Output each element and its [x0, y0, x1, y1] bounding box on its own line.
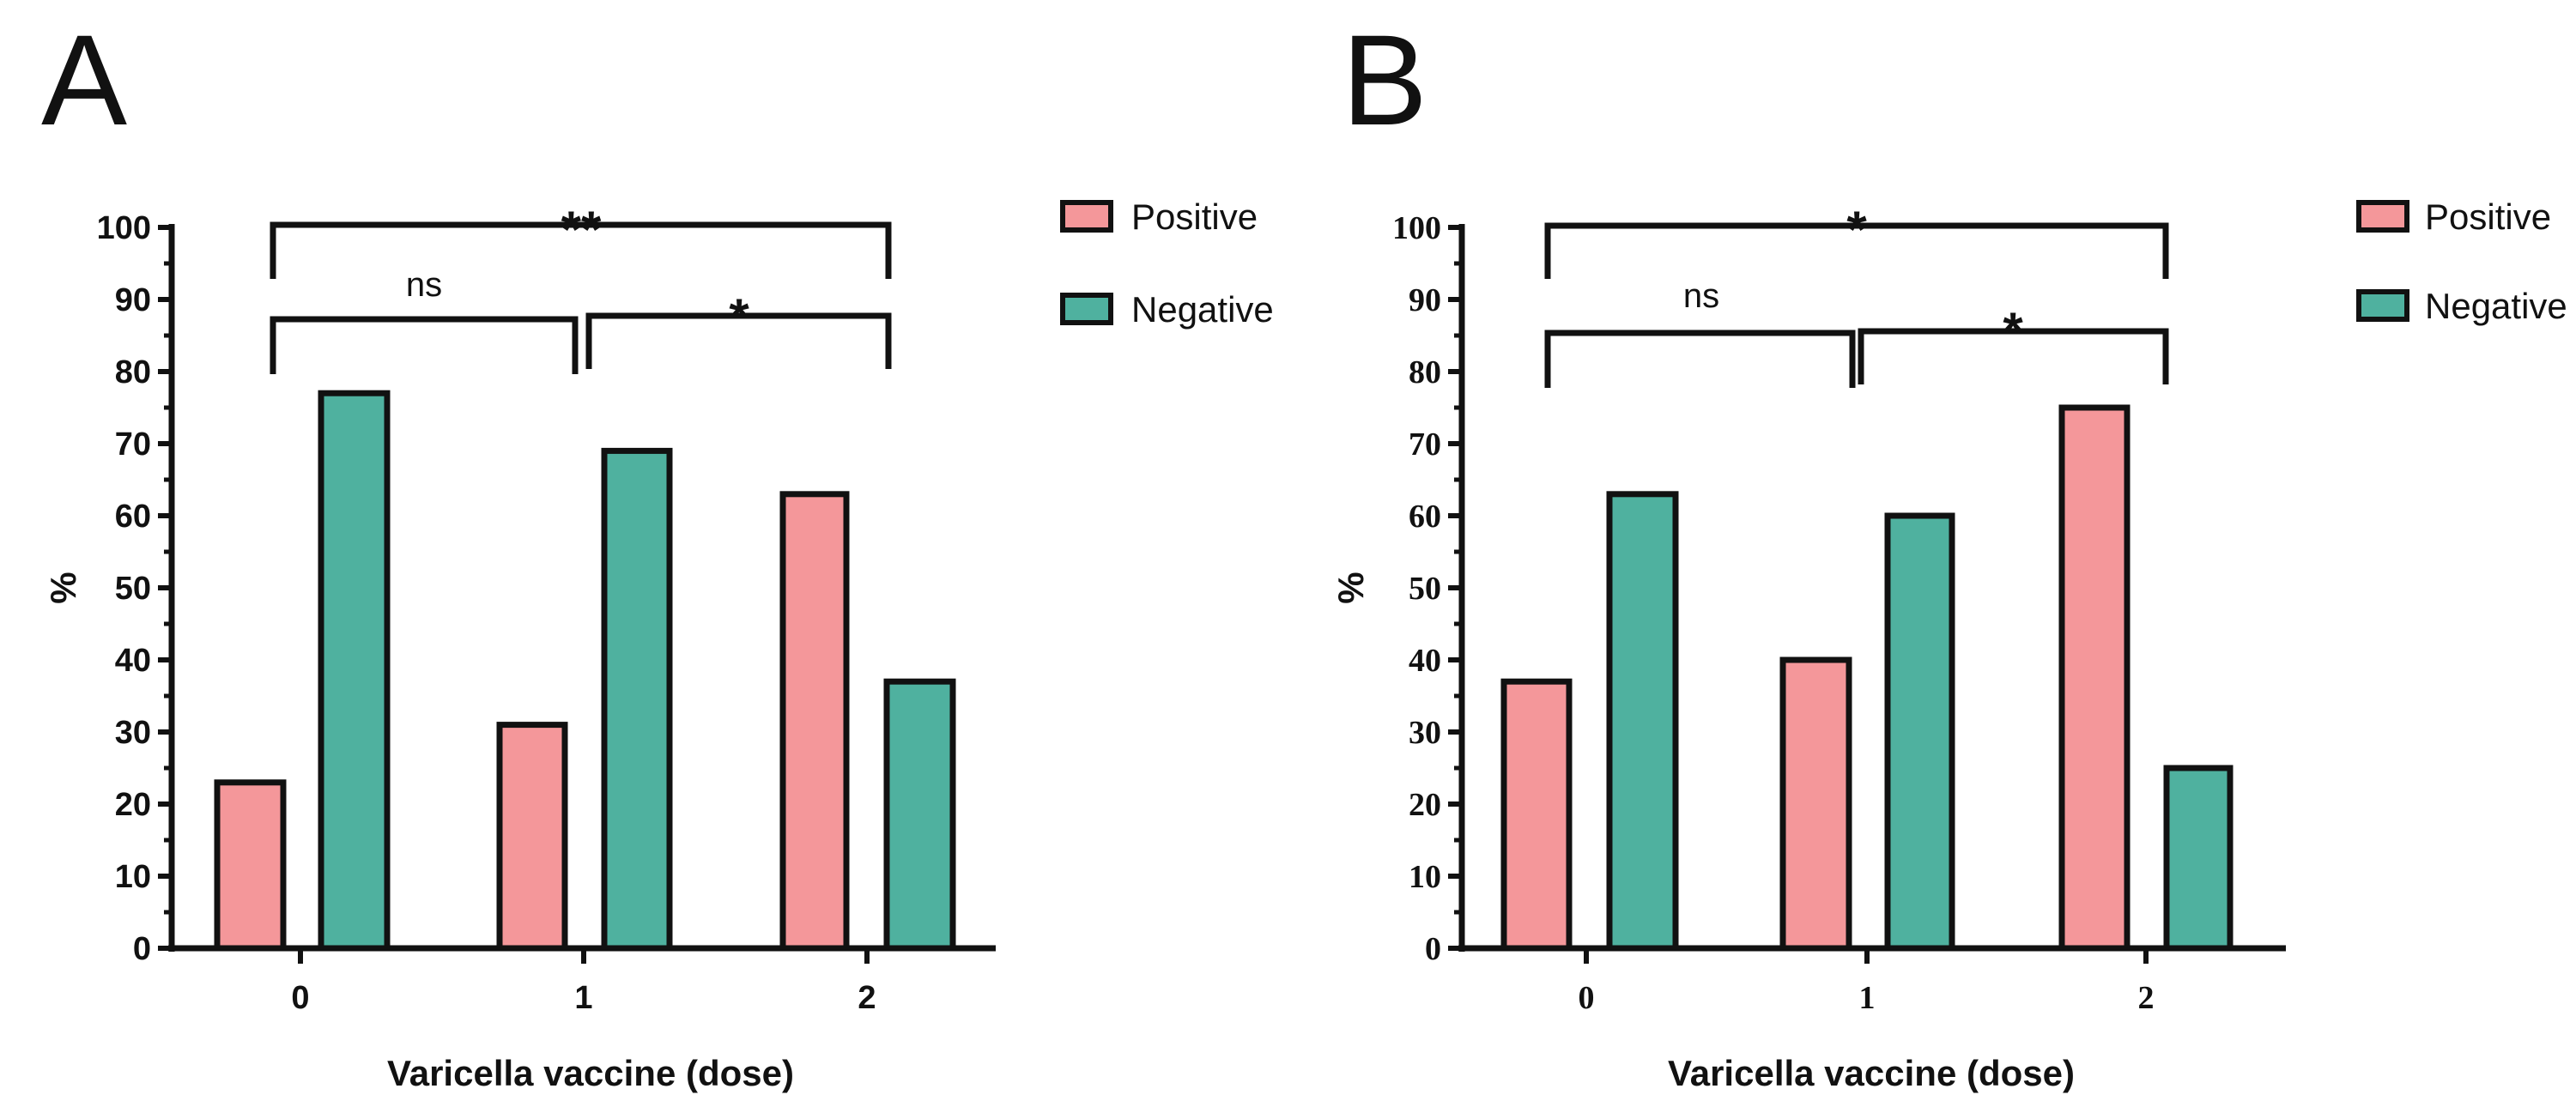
panel-b-bar-negative-1 — [1884, 512, 1955, 952]
panel-a-bar-positive-1 — [496, 722, 568, 952]
panel-a-letter: A — [41, 8, 127, 152]
panel-a-y-tick-label: 60 — [115, 499, 151, 535]
panel-b-legend-swatch-positive — [2356, 200, 2409, 233]
panel-b-legend-label-positive: Positive — [2425, 197, 2551, 237]
panel-b-bar-negative-2 — [2163, 765, 2234, 952]
panel-b-sig-label-1-2: * — [2003, 302, 2023, 360]
panel-b-y-tick-label: 60 — [1409, 499, 1441, 535]
panel-a-y-axis-title: % — [43, 572, 83, 603]
panel-a-bar-negative-2 — [883, 678, 956, 952]
panel-a-legend-label-positive: Positive — [1131, 197, 1258, 237]
panel-a-x-tick-label-2: 2 — [858, 980, 876, 1016]
panel-a-y-tick-label: 0 — [133, 931, 151, 967]
panel-a-x-axis-title: Varicella vaccine (dose) — [387, 1053, 794, 1093]
panel-b-bar-negative-0 — [1606, 491, 1679, 952]
panel-b-y-tick-label: 20 — [1409, 787, 1441, 823]
panel-a-y-tick-label: 70 — [115, 426, 151, 463]
panel-a-y-tick-label: 20 — [115, 787, 151, 823]
panel-a-legend-label-negative: Negative — [1131, 289, 1274, 330]
panel-a-y-tick-label: 50 — [115, 571, 151, 607]
panel-b-y-tick-label: 90 — [1409, 282, 1441, 318]
panel-a-sig-bracket-0-1 — [270, 316, 579, 374]
panel-a-sig-label-1-2: * — [729, 288, 749, 346]
panel-b-bar-positive-2 — [2058, 404, 2131, 952]
panel-b-y-tick-label: 50 — [1409, 571, 1441, 607]
panel-b-sig-bracket-0-2 — [1544, 222, 2169, 279]
panel-a-sig-bracket-1-2 — [585, 312, 892, 369]
panel-a-y-tick-label: 10 — [115, 859, 151, 895]
panel-a-y-tick-label: 40 — [115, 643, 151, 679]
panel-b-y-tick-label: 80 — [1409, 354, 1441, 390]
panel-b-legend-swatch-negative — [2356, 289, 2409, 322]
panel-b-sig-bracket-1-2 — [1858, 328, 2169, 384]
panel-a-bar-positive-2 — [779, 491, 850, 952]
panel-a-legend-swatch-negative — [1060, 293, 1113, 325]
panel-b-y-tick-label: 0 — [1425, 931, 1441, 967]
panel-a-sig-label-0-1: ns — [406, 266, 442, 304]
panel-b-y-tick-label: 40 — [1409, 643, 1441, 679]
panel-a-y-tick-label: 30 — [115, 715, 151, 751]
panel-a-bar-positive-0 — [214, 779, 287, 952]
panel-b-y-tick-label: 10 — [1409, 859, 1441, 895]
panel-a-y-tick-label: 90 — [115, 282, 151, 318]
panel-a-sig-bracket-0-2 — [270, 221, 892, 279]
panel-a-bar-negative-1 — [601, 447, 673, 952]
panel-b-x-tick-label-2: 2 — [2138, 980, 2155, 1016]
panel-b-y-tick-label: 70 — [1409, 426, 1441, 463]
panel-b-y-tick-label: 100 — [1392, 210, 1441, 246]
panel-b-letter: B — [1342, 8, 1427, 152]
panel-a-x-tick-label-0: 0 — [291, 980, 309, 1016]
panel-a-y-tick-label: 100 — [97, 210, 151, 246]
panel-b-sig-label-0-1: ns — [1683, 277, 1719, 315]
panel-a-legend-swatch-positive — [1060, 200, 1113, 233]
panel-b-x-axis-title: Varicella vaccine (dose) — [1668, 1053, 2075, 1093]
panel-a-bar-negative-0 — [318, 390, 391, 952]
panel-b-y-axis-title: % — [1330, 572, 1371, 603]
panel-b-bar-positive-0 — [1500, 678, 1573, 952]
panel-a-y-tick-label: 80 — [115, 354, 151, 390]
panel-b-x-tick-label-0: 0 — [1579, 980, 1595, 1016]
panel-a-x-tick-label-1: 1 — [574, 980, 592, 1016]
panel-b-legend-label-negative: Negative — [2425, 286, 2567, 326]
panel-b-sig-label-0-2: * — [1846, 201, 1867, 258]
panel-b-x-tick-label-1: 1 — [1859, 980, 1876, 1016]
panel-b-sig-bracket-0-1 — [1544, 330, 1856, 388]
panel-b-y-tick-label: 30 — [1409, 715, 1441, 751]
panel-a-sig-label-0-2: ** — [561, 201, 602, 258]
panel-b-bar-positive-1 — [1779, 656, 1852, 952]
